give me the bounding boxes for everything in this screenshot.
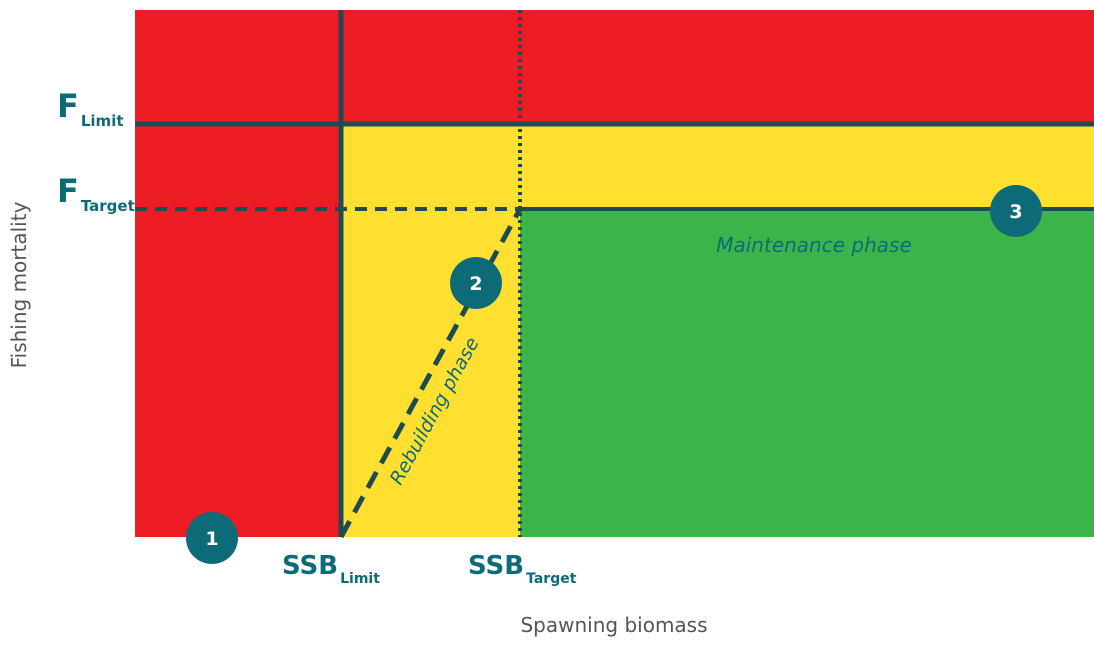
badge-3: 3 <box>990 185 1042 237</box>
y-axis-title: Fishing mortality <box>7 201 31 368</box>
x-axis-title: Spawning biomass <box>520 613 707 637</box>
svg-text:1: 1 <box>205 528 218 550</box>
badge-2: 2 <box>450 257 502 309</box>
red-zone-left <box>135 124 341 537</box>
svg-text:3: 3 <box>1009 201 1022 223</box>
ssb-limit-label: SSB Limit <box>282 551 380 587</box>
red-zone-top <box>135 10 1094 124</box>
green-zone <box>520 209 1094 537</box>
svg-text:2: 2 <box>469 273 482 295</box>
f-target-label: F Target <box>57 172 135 215</box>
f-limit-label: F Limit <box>57 87 124 130</box>
ssb-target-label: SSB Target <box>468 551 577 587</box>
yellow-zone-band <box>341 124 1094 209</box>
maintenance-phase-label: Maintenance phase <box>716 233 912 257</box>
badge-1: 1 <box>186 512 238 564</box>
